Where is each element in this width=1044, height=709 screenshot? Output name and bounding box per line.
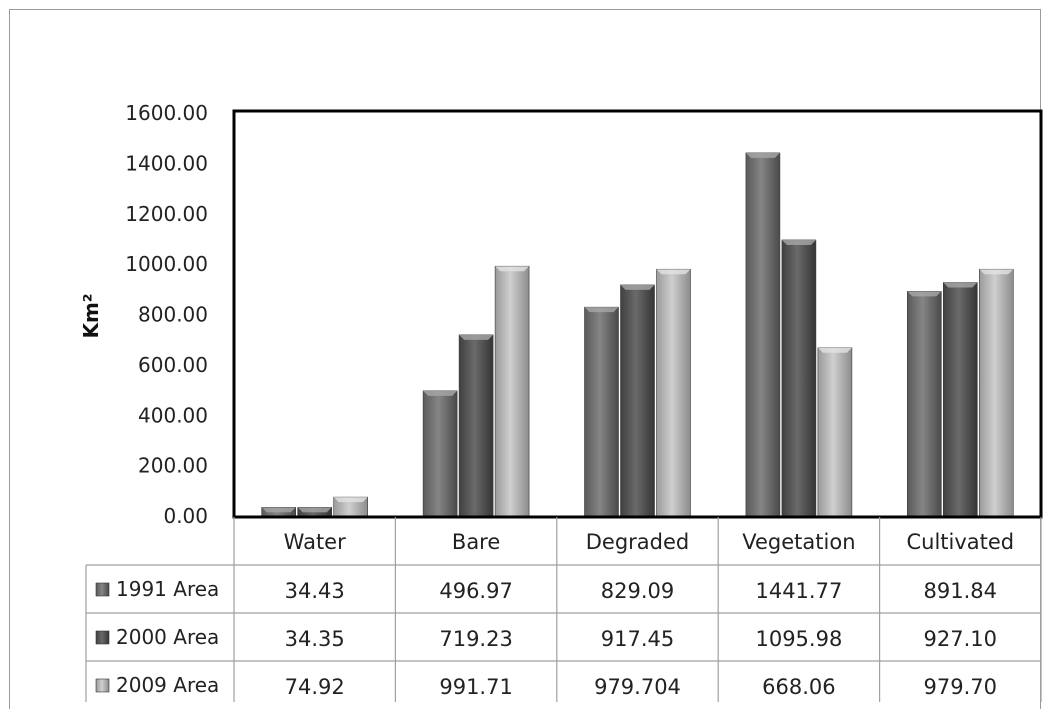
- y-tick-label: 1600.00: [125, 101, 208, 125]
- data-table-cell: 1095.98: [755, 627, 842, 651]
- bar-top-bevel: [907, 291, 942, 297]
- bar-top-bevel: [979, 269, 1014, 275]
- y-tick-label: 0.00: [163, 504, 208, 528]
- x-category-label: Degraded: [586, 530, 690, 554]
- legend-swatch: [95, 630, 110, 645]
- bar-top-bevel: [943, 282, 978, 288]
- data-table-cell: 719.23: [439, 627, 512, 651]
- legend-label: 2009 Area: [116, 673, 219, 697]
- bar-top-bevel: [423, 390, 458, 396]
- bar: [620, 284, 655, 517]
- y-tick-label: 800.00: [138, 303, 208, 327]
- data-table-cell: 496.97: [439, 579, 512, 603]
- y-tick-label: 200.00: [138, 454, 208, 478]
- data-table-cell: 979.704: [594, 675, 681, 699]
- bar-top-bevel: [745, 152, 780, 158]
- y-tick-label: 600.00: [138, 353, 208, 377]
- data-table-cell: 1441.77: [755, 579, 842, 603]
- data-table-cell: 829.09: [601, 579, 674, 603]
- data-table-cell: 927.10: [924, 627, 997, 651]
- legend-label: 1991 Area: [116, 577, 219, 601]
- bar: [494, 265, 530, 517]
- y-tick-label: 1200.00: [125, 202, 208, 226]
- bar-top-bevel: [261, 507, 296, 513]
- bar-top-bevel: [495, 266, 530, 272]
- y-tick-label: 400.00: [138, 403, 208, 427]
- data-table-cell: 891.84: [924, 579, 997, 603]
- bar-top-bevel: [817, 347, 852, 353]
- bar: [584, 306, 619, 517]
- bar: [906, 291, 942, 517]
- data-table-cell: 917.45: [601, 627, 674, 651]
- bar: [458, 334, 494, 517]
- bar-top-bevel: [781, 239, 816, 245]
- x-category-label: Bare: [452, 530, 500, 554]
- legend-swatch: [95, 582, 110, 597]
- bar-top-bevel: [584, 307, 619, 313]
- bar-top-bevel: [459, 334, 494, 340]
- legend-label: 2000 Area: [116, 625, 219, 649]
- bar: [422, 390, 458, 517]
- bar: [745, 152, 781, 517]
- data-table-cell: 34.35: [285, 627, 345, 651]
- data-table-cell: 668.06: [762, 675, 835, 699]
- x-category-label: Vegetation: [742, 530, 855, 554]
- x-category-label: Cultivated: [906, 530, 1014, 554]
- bar: [656, 268, 691, 517]
- legend-swatch: [95, 678, 110, 693]
- y-axis-label: Km²: [79, 293, 103, 338]
- bar: [978, 268, 1014, 517]
- bar: [942, 282, 978, 517]
- data-table-cell: 34.43: [285, 579, 345, 603]
- bar: [781, 239, 817, 517]
- x-category-label: Water: [284, 530, 346, 554]
- data-table-cell: 991.71: [439, 675, 512, 699]
- bar-top-bevel: [297, 507, 332, 513]
- plot-area-border: [232, 109, 1043, 519]
- data-table-cell: 979.70: [924, 675, 997, 699]
- data-table-cell: 74.92: [285, 675, 345, 699]
- bar-top-bevel: [620, 284, 655, 290]
- y-tick-label: 1400.00: [125, 151, 208, 175]
- bar: [817, 347, 853, 517]
- y-tick-label: 1000.00: [125, 252, 208, 276]
- bar-top-bevel: [333, 497, 368, 503]
- bar-top-bevel: [656, 269, 691, 275]
